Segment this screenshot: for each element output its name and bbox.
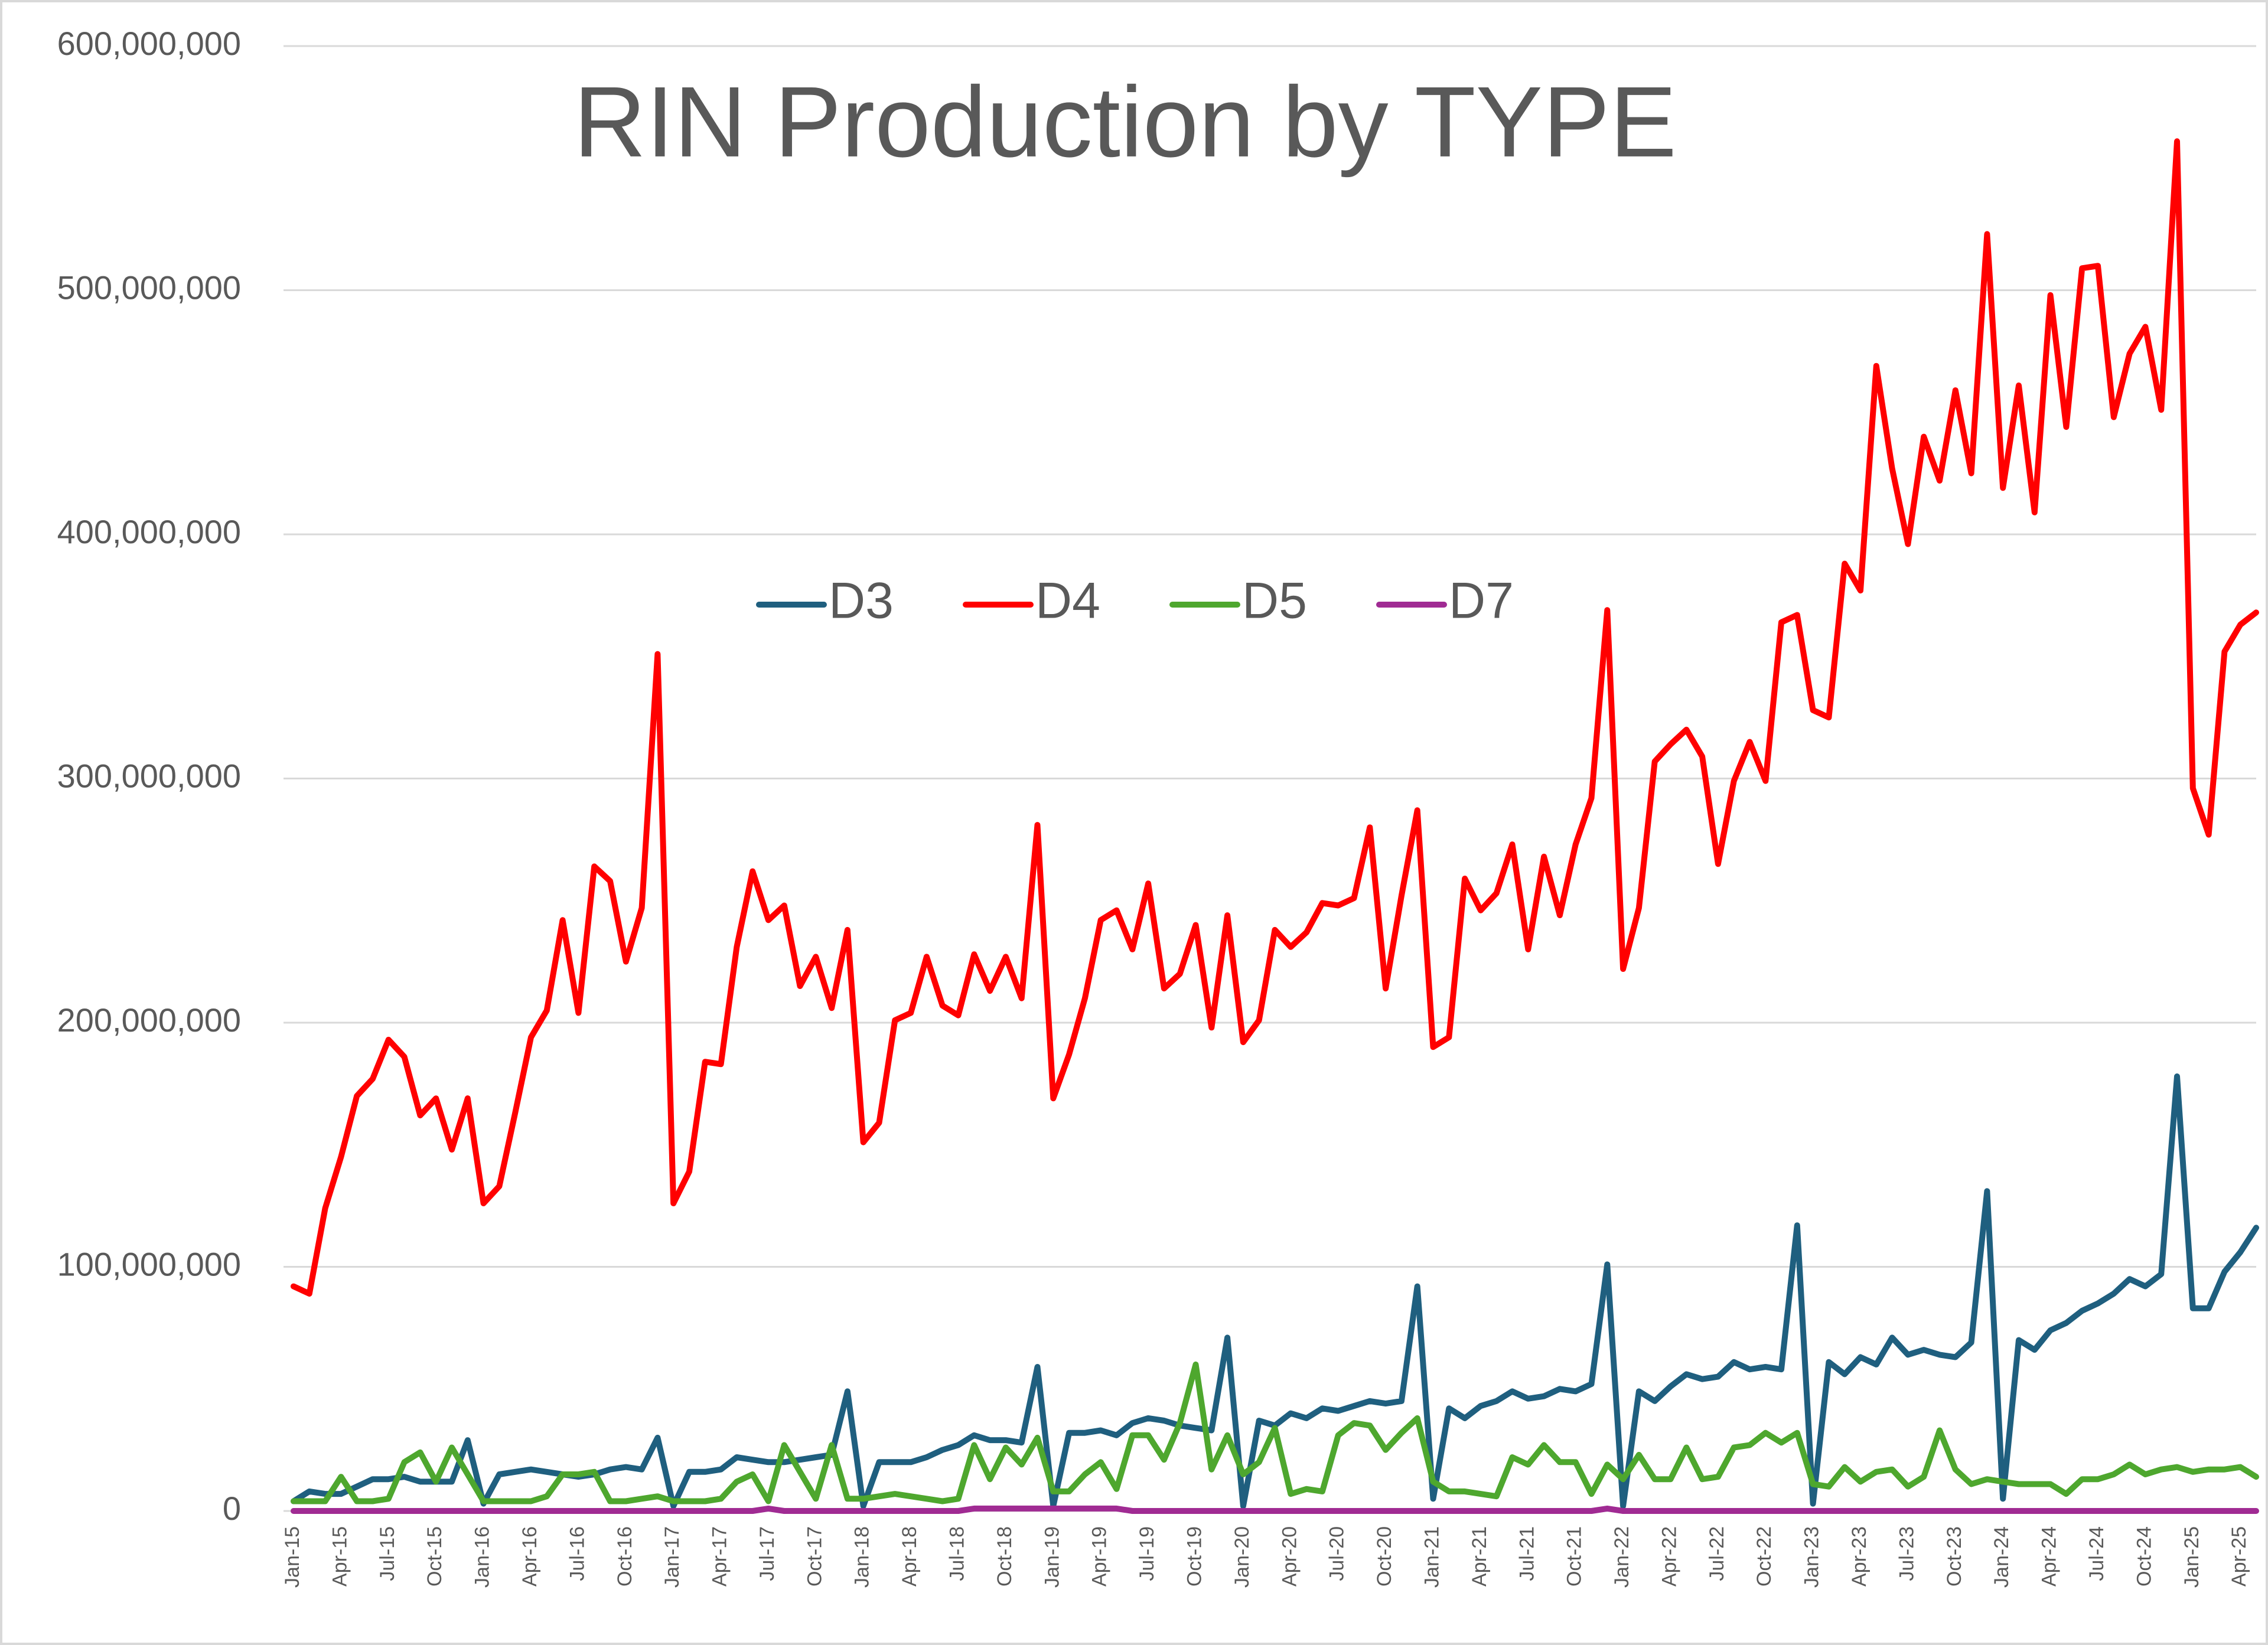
legend-label: D7 [1449, 573, 1514, 629]
x-tick-label: Jan-15 [281, 1526, 304, 1588]
legend-label: D3 [829, 573, 894, 629]
x-tick-label: Apr-20 [1278, 1526, 1301, 1587]
x-tick-label: Jan-24 [1990, 1526, 2013, 1588]
y-tick-label: 400,000,000 [57, 513, 241, 550]
y-tick-label: 0 [223, 1490, 241, 1527]
x-tick-label: Jul-24 [2085, 1526, 2108, 1581]
x-tick-label: Jul-16 [566, 1526, 588, 1581]
x-tick-label: Apr-23 [1848, 1526, 1871, 1587]
x-tick-label: Oct-20 [1373, 1526, 1396, 1587]
x-tick-label: Apr-15 [328, 1526, 351, 1587]
x-tick-label: Apr-16 [519, 1526, 541, 1587]
x-tick-label: Apr-19 [1089, 1526, 1111, 1587]
series-line [291, 1361, 2259, 1504]
x-tick-label: Jan-19 [1041, 1526, 1063, 1588]
x-tick-label: Jul-15 [376, 1526, 399, 1581]
series-line [291, 138, 2259, 1297]
series-line [291, 1505, 2259, 1514]
x-tick-label: Oct-17 [803, 1526, 826, 1587]
x-tick-label: Oct-19 [1183, 1526, 1205, 1587]
x-tick-label: Oct-24 [2133, 1526, 2155, 1587]
y-tick-label: 200,000,000 [57, 1001, 241, 1039]
x-tick-label: Oct-23 [1943, 1526, 1966, 1587]
x-tick-label: Oct-15 [423, 1526, 446, 1587]
x-tick-label: Apr-17 [709, 1526, 731, 1587]
x-tick-label: Jan-18 [851, 1526, 874, 1588]
x-tick-label: Jul-21 [1516, 1526, 1538, 1581]
x-tick-label: Jul-20 [1326, 1526, 1348, 1581]
x-tick-label: Jan-16 [471, 1526, 494, 1588]
x-tick-label: Jul-22 [1706, 1526, 1728, 1581]
x-tick-label: Oct-16 [614, 1526, 636, 1587]
x-tick-label: Jan-21 [1420, 1526, 1443, 1588]
x-tick-label: Jan-23 [1801, 1526, 1823, 1588]
x-tick-label: Jul-19 [1136, 1526, 1158, 1581]
y-tick-label: 600,000,000 [57, 25, 241, 62]
x-tick-label: Apr-24 [2038, 1526, 2061, 1587]
x-tick-label: Jul-17 [756, 1526, 778, 1581]
x-tick-label: Jul-18 [946, 1526, 969, 1581]
x-tick-label: Apr-22 [1658, 1526, 1680, 1587]
x-tick-label: Oct-22 [1753, 1526, 1775, 1587]
x-tick-label: Jan-17 [661, 1526, 683, 1588]
x-tick-label: Apr-18 [898, 1526, 921, 1587]
chart-title: RIN Production by TYPE [573, 66, 1677, 178]
x-tick-label: Oct-21 [1563, 1526, 1586, 1587]
x-tick-label: Oct-18 [993, 1526, 1016, 1587]
legend-label: D4 [1035, 573, 1100, 629]
y-tick-label: 500,000,000 [57, 269, 241, 306]
x-tick-label: Apr-21 [1468, 1526, 1491, 1587]
x-tick-label: Jan-22 [1611, 1526, 1633, 1588]
x-tick-label: Jan-20 [1231, 1526, 1253, 1588]
legend-label: D5 [1242, 573, 1307, 629]
x-tick-label: Apr-25 [2228, 1526, 2250, 1587]
y-tick-label: 300,000,000 [57, 757, 241, 794]
x-tick-label: Jul-23 [1895, 1526, 1918, 1581]
x-tick-label: Jan-25 [2181, 1526, 2203, 1588]
y-tick-label: 100,000,000 [57, 1245, 241, 1282]
